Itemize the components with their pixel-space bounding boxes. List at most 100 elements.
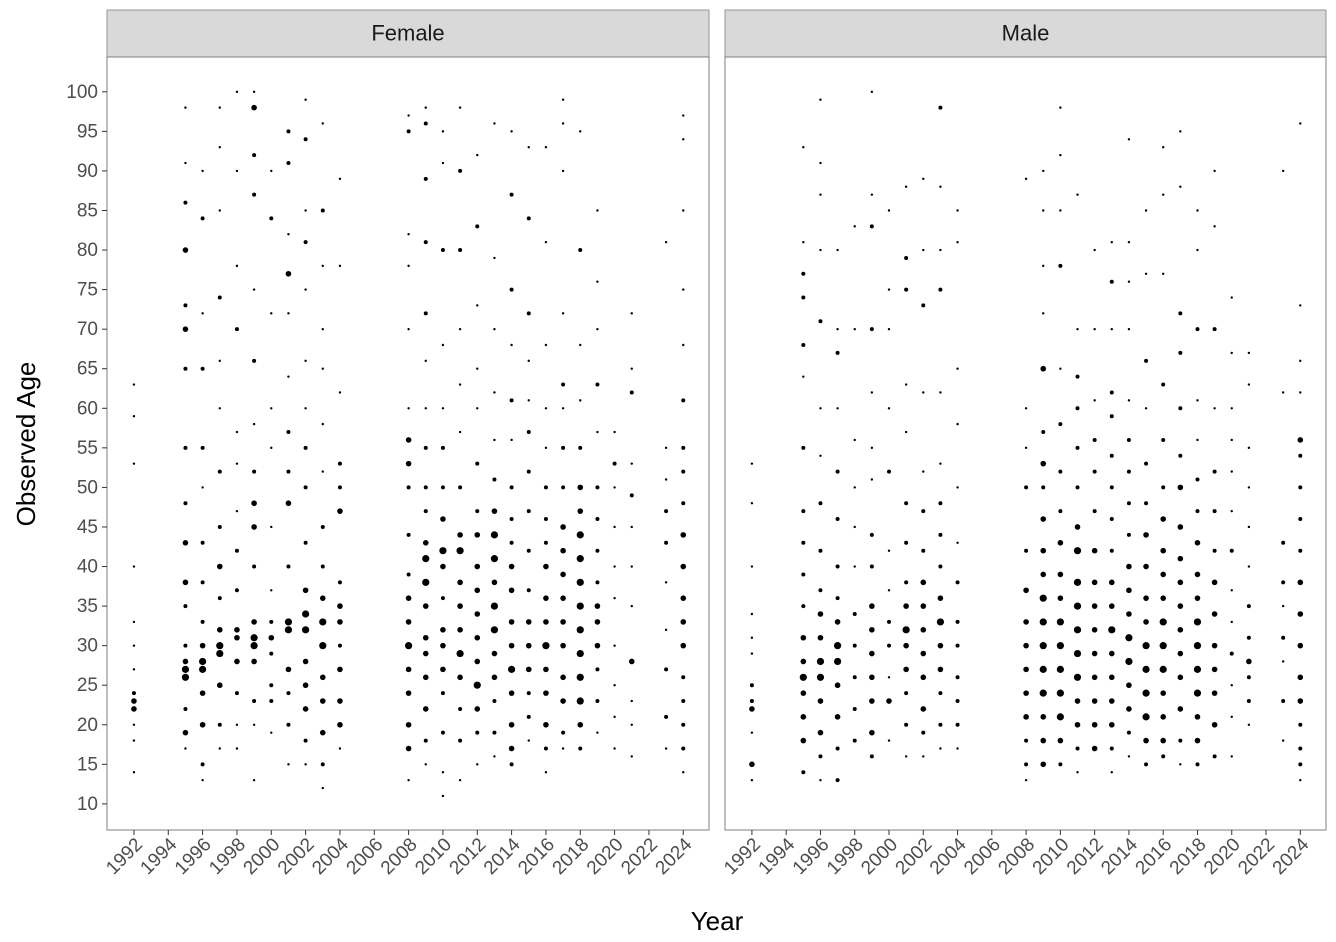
point xyxy=(576,673,584,681)
point xyxy=(1143,737,1149,744)
point xyxy=(1161,485,1166,490)
point xyxy=(199,721,206,728)
point xyxy=(1056,665,1064,673)
point xyxy=(251,104,257,111)
point xyxy=(441,161,445,165)
point xyxy=(509,192,514,197)
point xyxy=(474,563,481,570)
point xyxy=(801,572,806,577)
point xyxy=(750,731,754,734)
point xyxy=(1092,469,1097,474)
point xyxy=(527,359,530,363)
point xyxy=(181,665,190,673)
point xyxy=(1108,698,1115,704)
point xyxy=(682,771,685,774)
point xyxy=(1073,649,1082,658)
point xyxy=(1059,106,1062,109)
point xyxy=(543,595,549,601)
point xyxy=(1126,706,1132,712)
point xyxy=(406,485,411,490)
point xyxy=(476,407,479,410)
point xyxy=(1126,611,1132,617)
point xyxy=(132,668,136,671)
point xyxy=(1212,509,1217,514)
point xyxy=(199,657,207,666)
point xyxy=(682,209,685,212)
point xyxy=(475,730,480,735)
x-tick-label: 2018 xyxy=(1166,834,1211,879)
point xyxy=(561,407,565,410)
point xyxy=(887,288,891,291)
point xyxy=(526,714,531,719)
point xyxy=(1040,547,1047,554)
point xyxy=(526,588,531,593)
point xyxy=(1177,579,1184,586)
point xyxy=(1194,714,1201,720)
point xyxy=(422,634,429,641)
point xyxy=(887,619,892,624)
point xyxy=(1299,304,1302,307)
point xyxy=(440,516,446,522)
point xyxy=(939,747,942,750)
point xyxy=(1074,524,1081,530)
point xyxy=(630,312,633,315)
point xyxy=(423,311,428,316)
point xyxy=(1246,635,1251,640)
point xyxy=(1091,650,1098,657)
point xyxy=(1040,460,1047,467)
point xyxy=(1177,627,1184,633)
point xyxy=(321,470,324,473)
x-tick-label: 2000 xyxy=(240,834,285,879)
point xyxy=(750,502,754,505)
point xyxy=(595,517,600,522)
point xyxy=(869,650,875,657)
point xyxy=(131,691,136,696)
point xyxy=(132,462,136,465)
point xyxy=(132,771,136,774)
point xyxy=(252,469,257,474)
point xyxy=(955,722,960,727)
point xyxy=(338,177,342,181)
point xyxy=(319,674,326,681)
point xyxy=(405,690,412,696)
point xyxy=(1177,484,1184,491)
point xyxy=(1247,525,1251,529)
point xyxy=(218,747,221,750)
x-tick-label: 2012 xyxy=(446,834,491,879)
point xyxy=(561,122,565,125)
point xyxy=(543,619,549,625)
point xyxy=(508,690,515,696)
point xyxy=(1039,665,1047,673)
point xyxy=(544,343,548,347)
point xyxy=(869,532,874,537)
point xyxy=(201,169,204,173)
point xyxy=(1058,263,1063,268)
point xyxy=(1160,595,1166,601)
point xyxy=(304,359,307,363)
point xyxy=(269,683,274,688)
point xyxy=(270,589,273,592)
point xyxy=(1127,280,1131,283)
x-tick-label: 2004 xyxy=(308,834,353,879)
point xyxy=(869,754,874,759)
point xyxy=(1213,407,1216,410)
point xyxy=(490,531,499,539)
point xyxy=(613,684,616,687)
point xyxy=(1075,485,1080,490)
x-tick-label: 2018 xyxy=(549,834,594,879)
point xyxy=(1059,367,1062,370)
point xyxy=(423,176,428,181)
point xyxy=(285,666,292,673)
point xyxy=(664,714,669,719)
point xyxy=(594,619,601,625)
point xyxy=(833,657,842,666)
point xyxy=(1212,327,1217,332)
point xyxy=(1127,399,1131,402)
point xyxy=(887,676,891,679)
point xyxy=(216,563,223,570)
point xyxy=(903,642,909,649)
point xyxy=(1039,689,1047,697)
point xyxy=(852,738,857,743)
point xyxy=(526,469,531,474)
point xyxy=(491,508,498,514)
